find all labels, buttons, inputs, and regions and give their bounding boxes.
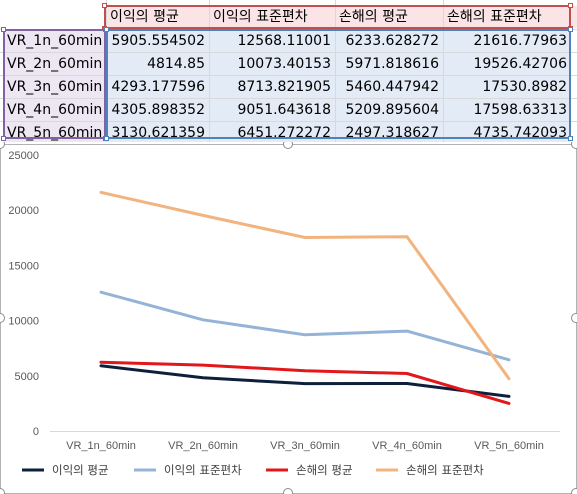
series-line-1[interactable] bbox=[99, 364, 511, 398]
line-chart[interactable]: 0 5000 10000 15000 20000 25000 VR_1n_60min VR_2… bbox=[0, 142, 577, 494]
y-axis-tick-label: 25000 bbox=[8, 150, 39, 162]
legend-label[interactable]: 이익의 평균 bbox=[52, 463, 109, 477]
chart-resize-handle[interactable] bbox=[571, 313, 577, 323]
value-cell[interactable]: 21616.77963 bbox=[444, 30, 571, 52]
value-cell[interactable]: 8713.821905 bbox=[210, 76, 335, 98]
gridline bbox=[209, 0, 210, 142]
gridline bbox=[0, 75, 577, 76]
column-header-cell[interactable]: 이익의 평균 bbox=[107, 6, 209, 28]
value-cell[interactable]: 17530.8982 bbox=[444, 76, 571, 98]
value-cell[interactable]: 9051.643618 bbox=[210, 99, 335, 121]
range-resize-handle[interactable] bbox=[568, 136, 573, 141]
value-cell[interactable]: 3130.621359 bbox=[107, 122, 209, 144]
range-resize-handle[interactable] bbox=[104, 136, 109, 141]
chart-resize-handle[interactable] bbox=[571, 488, 577, 494]
x-axis-tick-label: VR_1n_60min bbox=[66, 440, 136, 452]
chart-canvas[interactable]: 0 5000 10000 15000 20000 25000 VR_1n_60min VR_2… bbox=[0, 142, 577, 494]
series-line-4[interactable] bbox=[99, 190, 511, 381]
range-resize-handle[interactable] bbox=[568, 27, 573, 32]
value-cell[interactable]: 4735.742093 bbox=[444, 122, 571, 144]
x-axis-tick-label: VR_5n_60min bbox=[474, 440, 544, 452]
row-label-cell[interactable]: VR_1n_60min bbox=[4, 30, 105, 52]
value-cell[interactable]: 19526.42706 bbox=[444, 53, 571, 75]
range-resize-handle[interactable] bbox=[1, 136, 6, 141]
value-cell[interactable]: 6451.272272 bbox=[210, 122, 335, 144]
y-axis-tick-label: 10000 bbox=[8, 316, 39, 328]
value-cell[interactable]: 4814.85 bbox=[107, 53, 209, 75]
value-cell[interactable]: 4305.898352 bbox=[107, 99, 209, 121]
column-header-cell[interactable]: 손해의 표준편차 bbox=[444, 6, 577, 28]
row-label-cell[interactable]: VR_5n_60min bbox=[4, 122, 105, 144]
gridline bbox=[0, 121, 577, 122]
value-cell[interactable]: 12568.11001 bbox=[210, 30, 335, 52]
column-header-cell[interactable]: 이익의 표준편차 bbox=[210, 6, 335, 28]
gridline bbox=[0, 52, 577, 53]
chart-resize-handle[interactable] bbox=[571, 142, 577, 149]
y-axis-tick-label: 15000 bbox=[8, 260, 39, 272]
range-resize-handle[interactable] bbox=[104, 27, 109, 32]
series-line-3[interactable] bbox=[99, 360, 511, 405]
value-cell[interactable]: 5971.818616 bbox=[336, 53, 443, 75]
chart-resize-handle[interactable] bbox=[283, 488, 293, 494]
chart-resize-handle[interactable] bbox=[0, 488, 5, 494]
legend-label[interactable]: 손해의 평균 bbox=[296, 463, 353, 477]
gridline bbox=[443, 0, 444, 142]
value-cell[interactable]: 5905.554502 bbox=[107, 30, 209, 52]
range-resize-handle[interactable] bbox=[102, 3, 107, 8]
x-axis-tick-label: VR_2n_60min bbox=[168, 440, 238, 452]
value-cell[interactable]: 10073.40153 bbox=[210, 53, 335, 75]
value-cell[interactable]: 6233.628272 bbox=[336, 30, 443, 52]
row-label-cell[interactable]: VR_3n_60min bbox=[4, 76, 105, 98]
y-axis-tick-label: 20000 bbox=[8, 205, 39, 217]
legend-label[interactable]: 손해의 표준편차 bbox=[406, 463, 484, 477]
chart-resize-handle[interactable] bbox=[0, 142, 5, 149]
row-label-cell[interactable]: VR_4n_60min bbox=[4, 99, 105, 121]
value-cell[interactable]: 5460.447942 bbox=[336, 76, 443, 98]
value-cell[interactable]: 2497.318627 bbox=[336, 122, 443, 144]
range-resize-handle[interactable] bbox=[1, 27, 6, 32]
legend-label[interactable]: 이익의 표준편차 bbox=[164, 463, 242, 477]
column-header-cell[interactable]: 손해의 평균 bbox=[336, 6, 443, 28]
gridline bbox=[335, 0, 336, 142]
chart-resize-handle[interactable] bbox=[0, 313, 5, 323]
range-resize-handle[interactable] bbox=[568, 3, 573, 8]
row-label-cell[interactable]: VR_2n_60min bbox=[4, 53, 105, 75]
x-axis-tick-label: VR_3n_60min bbox=[270, 440, 340, 452]
chart-frame[interactable] bbox=[0, 144, 577, 494]
chart-resize-handle[interactable] bbox=[283, 142, 293, 149]
y-axis-tick-label: 5000 bbox=[15, 371, 39, 383]
x-axis-tick-label: VR_4n_60min bbox=[372, 440, 442, 452]
y-axis-tick-label: 0 bbox=[33, 426, 39, 438]
gridline bbox=[0, 98, 577, 99]
value-cell[interactable]: 17598.63313 bbox=[444, 99, 571, 121]
value-cell[interactable]: 4293.177596 bbox=[107, 76, 209, 98]
spreadsheet-grid[interactable]: 이익의 평균 이익의 표준편차 손해의 평균 손해의 표준편차 VR_1n_60min 5… bbox=[0, 0, 577, 144]
series-line-2[interactable] bbox=[99, 290, 511, 362]
value-cell[interactable]: 5209.895604 bbox=[336, 99, 443, 121]
